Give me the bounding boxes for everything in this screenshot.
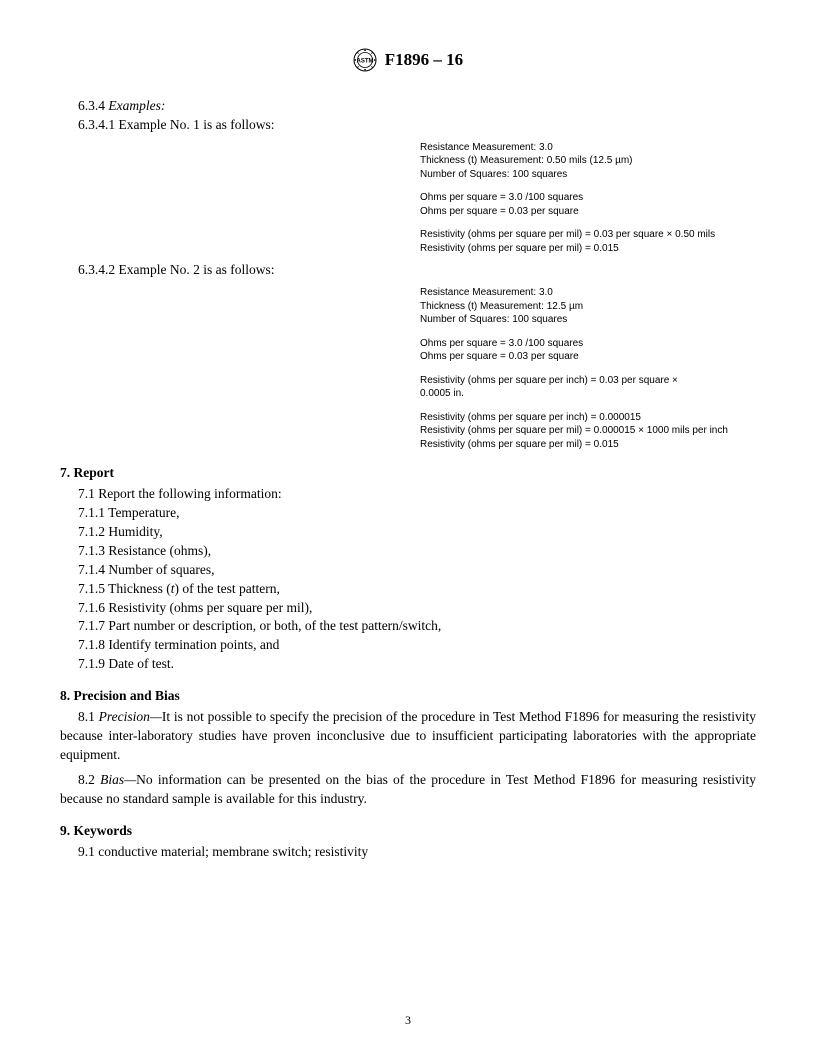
clause-7-1: 7.1 Report the following information: [78,485,756,504]
clause-7-1-6: 7.1.6 Resistivity (ohms per square per m… [78,599,756,618]
clause-7-1-9: 7.1.9 Date of test. [78,655,756,674]
clause-8-1: 8.1 Precision—It is not possible to spec… [60,708,756,765]
document-id: F1896 – 16 [385,50,463,70]
clause-9-1: 9.1 conductive material; membrane switch… [78,843,756,862]
page-header: ASTM F1896 – 16 [60,48,756,77]
clause-7-1-8: 7.1.8 Identify termination points, and [78,636,756,655]
astm-logo-icon: ASTM [353,48,377,72]
clause-7-1-1: 7.1.1 Temperature, [78,504,756,523]
svg-text:ASTM: ASTM [356,59,373,65]
clause-6-3-4-1: 6.3.4.1 Example No. 1 is as follows: [78,116,756,135]
clause-6-3-4-2: 6.3.4.2 Example No. 2 is as follows: [78,261,756,280]
report-items-list: 7.1.1 Temperature, 7.1.2 Humidity, 7.1.3… [78,504,756,674]
clause-6-3-4: 6.3.4 Examples: [78,97,756,116]
clause-8-2: 8.2 Bias—No information can be presented… [60,771,756,809]
clause-7-1-5: 7.1.5 Thickness (t) of the test pattern, [78,580,756,599]
page-number: 3 [0,1013,816,1028]
clause-7-1-4: 7.1.4 Number of squares, [78,561,756,580]
clause-7-1-2: 7.1.2 Humidity, [78,523,756,542]
clause-7-1-3: 7.1.3 Resistance (ohms), [78,542,756,561]
clause-7-1-7: 7.1.7 Part number or description, or bot… [78,617,756,636]
example-1-block: Resistance Measurement: 3.0 Thickness (t… [420,141,756,256]
section-8-heading: 8. Precision and Bias [60,688,756,704]
example-2-block: Resistance Measurement: 3.0 Thickness (t… [420,286,756,451]
section-7-heading: 7. Report [60,465,756,481]
section-9-heading: 9. Keywords [60,823,756,839]
